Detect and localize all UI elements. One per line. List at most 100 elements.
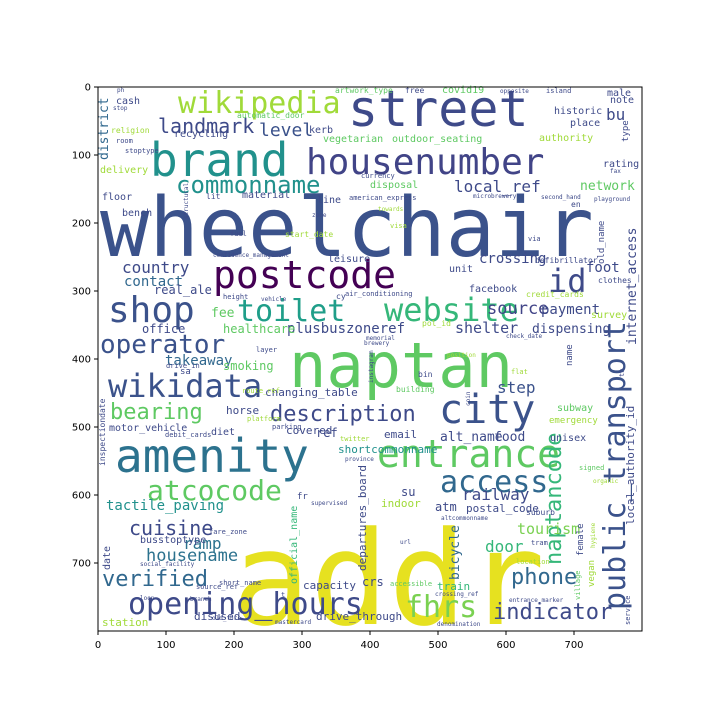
word-american-express: american_express [349,194,416,202]
word-drive-through: drive_through [316,610,402,623]
word-source-ref: source_ref [196,583,238,591]
word-food: food [494,430,525,445]
word-horse: horse [226,404,259,417]
word-branch: branch [190,596,212,603]
word-female: female [576,523,586,556]
word-opening-hours: opening_hours [128,587,363,622]
word-position: position [447,352,476,359]
word-en: en [571,200,581,209]
word-step: step [497,378,536,397]
word-level: level [259,120,313,141]
word-local-ref: local_ref [454,177,541,196]
word-fr: fr [297,492,308,502]
word-flat: flat [511,368,528,376]
y-tick-label: 600 [72,491,91,502]
word-source: source [487,299,548,319]
word-platform: platform [247,415,281,423]
word-city: city [439,387,535,433]
word-internet-access: internet_access [625,228,640,345]
word-fee: fee [211,306,235,321]
x-tick-label: 0 [95,640,101,651]
word-old-fhrs: old_fhrs [212,615,241,622]
word-stoptype: stoptype [125,147,159,155]
word-station: station [102,616,148,629]
word-bicycle: bicycle [448,525,463,580]
word-district: district [97,97,112,160]
word-stop: stop [113,105,128,112]
word-entrance-marker: entrance_marker [509,597,564,604]
word-tram: tram [531,539,548,547]
word-ref: ref [316,426,338,440]
word-payment: payment [541,302,600,318]
word-dispensing: dispensing [532,322,610,337]
word-naptan: naptan [289,329,513,402]
word-vegetarian: vegetarian [323,134,383,145]
word-real-ale: real_ale [154,283,212,297]
word-building: building [396,385,435,394]
word-verified: verified [102,567,208,592]
y-axis: 0 100 200 300 400 500 600 700 [72,83,98,570]
word-naptancode: naptancode [542,433,567,565]
word-delivery: delivery [100,165,148,176]
word-shortcommonname: shortcommonname [338,443,437,456]
word-crs: crs [362,575,384,589]
word-facebook: facebook [469,284,517,295]
word-office: office [142,322,185,336]
word-departures-board: departures_board [356,465,369,571]
word-altcommonname: altcommonname [441,515,488,522]
word-short-name: short_name [219,579,261,587]
word-fuel: fuel [230,230,247,238]
word-unit: unit [449,264,473,275]
x-axis: 0 100 200 300 400 500 600 700 [95,631,584,651]
word-outdoor-seating: outdoor_seating [392,134,482,145]
word-fhrs: fhrs [405,590,477,625]
word-url: url [400,539,411,546]
word-height: height [223,293,248,301]
word-covered: covered [286,424,332,437]
word-atm: atm [435,500,457,514]
word-playground: playground [594,196,631,203]
x-tick-label: 100 [156,640,175,651]
word-smoking: smoking [223,359,274,373]
word-supervised: supervised [311,500,348,507]
word-indoor: indoor [381,497,421,510]
word-wheelchair: wheelchair [100,181,594,276]
word-motor-vehicle: motor_vehicle [109,423,187,434]
word-cuisine: cuisine [129,516,213,540]
word-wikipedia: wikipedia [178,86,341,121]
word-postal-code: postal_code [466,502,539,515]
x-tick-label: 600 [496,640,515,651]
word-changing-table: changing_table [265,386,358,399]
word-country: country [122,258,190,277]
word-leisure: leisure [328,254,370,265]
word-atcocode: atcocode [147,474,282,507]
word-authority: authority [539,133,593,144]
word-healthcare: healthcare [223,322,295,336]
word-public-transport: public_transport [598,321,633,610]
word-access: access [440,465,548,500]
word-defibrillator: defibrillator [535,256,598,265]
y-tick-label: 200 [72,219,91,230]
word-survey: survey [591,310,627,321]
word-opposite: opposite [500,88,529,95]
word-province: province [345,456,374,463]
word-air-conditioning: air_conditioning [345,290,412,298]
word-rating: rating [603,159,639,170]
word-route-ref: route_ref [242,387,280,395]
word-vehicle: vehicle [261,296,287,303]
word-disposal: disposal [370,180,418,191]
word-wikidata: wikidata [108,367,262,405]
word-t: t [281,591,285,599]
word-local-authority-id: local_authority_id [624,406,637,525]
word-religion: religion [111,126,150,135]
words-layer: addr wheelchair naptan street brand amenity po… [97,80,640,655]
word-place: place [570,118,600,129]
word-hygiene: hygiene [590,522,597,548]
word-second-hand: second_hand [541,194,581,201]
word-layer: layer [256,346,277,354]
word-lit: lit [206,192,221,201]
word-disused: disused [194,610,240,623]
x-tick-label: 700 [564,640,583,651]
word-network: network [580,179,635,194]
word-twitter: twitter [340,435,370,443]
